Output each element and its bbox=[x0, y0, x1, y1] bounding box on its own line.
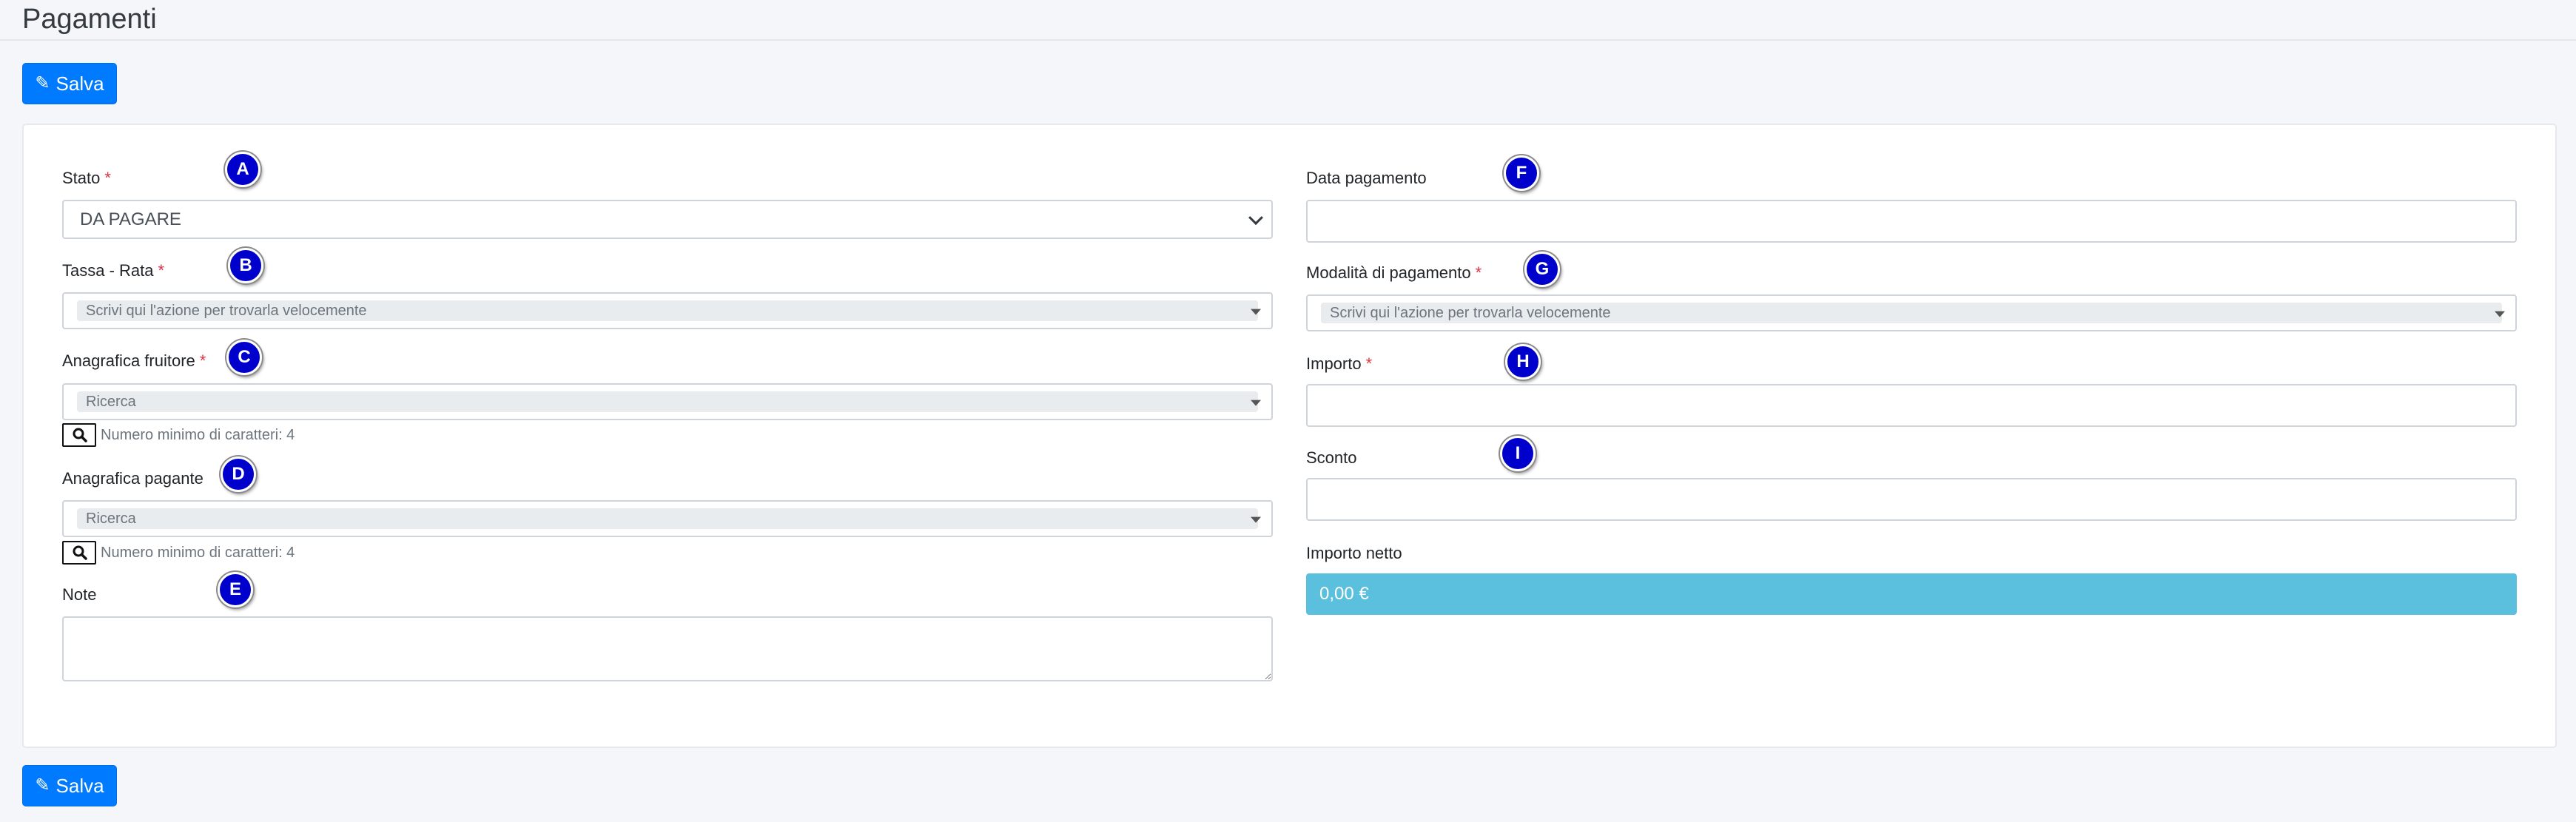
sconto-label: Sconto bbox=[1306, 448, 1357, 468]
caret-down-icon bbox=[1251, 516, 1261, 523]
sconto-label-text: Sconto bbox=[1306, 448, 1357, 467]
modalita-pagamento-label-text: Modalità di pagamento bbox=[1306, 263, 1471, 282]
anagrafica-fruitore-search-button[interactable] bbox=[62, 423, 96, 447]
caret-down-icon bbox=[1251, 400, 1261, 406]
anagrafica-pagante-label: Anagrafica pagante bbox=[62, 468, 204, 489]
stato-label: Stato * bbox=[62, 168, 111, 189]
anagrafica-fruitore-placeholder: Ricerca bbox=[77, 391, 1258, 412]
modalita-pagamento-label: Modalità di pagamento * bbox=[1306, 263, 1482, 283]
required-mark: * bbox=[1365, 354, 1373, 373]
anagrafica-fruitore-label: Anagrafica fruitore * bbox=[62, 351, 206, 371]
importo-netto-value: 0,00 € bbox=[1306, 573, 2517, 615]
caret-down-icon bbox=[1251, 309, 1261, 315]
marker-f: F bbox=[1504, 155, 1539, 191]
marker-a: A bbox=[225, 152, 260, 187]
page-header: Pagamenti bbox=[0, 0, 2576, 41]
anagrafica-fruitore-label-text: Anagrafica fruitore bbox=[62, 351, 195, 370]
note-label-text: Note bbox=[62, 585, 97, 604]
anagrafica-pagante-placeholder: Ricerca bbox=[77, 508, 1258, 529]
tassa-rata-label: Tassa - Rata * bbox=[62, 260, 164, 281]
importo-netto-label: Importo netto bbox=[1306, 543, 1402, 564]
marker-e: E bbox=[218, 572, 253, 607]
caret-down-icon bbox=[2495, 311, 2505, 317]
data-pagamento-input[interactable] bbox=[1306, 200, 2517, 243]
marker-b: B bbox=[228, 248, 263, 283]
payment-form-card: Stato * A DA PAGARE Tassa - Rata * B Scriv… bbox=[22, 124, 2557, 748]
required-mark: * bbox=[158, 261, 165, 280]
anagrafica-pagante-label-text: Anagrafica pagante bbox=[62, 469, 204, 488]
anagrafica-pagante-search-button[interactable] bbox=[62, 541, 96, 565]
anagrafica-fruitore-select[interactable]: Ricerca bbox=[62, 383, 1273, 420]
note-textarea[interactable] bbox=[62, 616, 1273, 681]
required-mark: * bbox=[104, 169, 111, 187]
anagrafica-pagante-select[interactable]: Ricerca bbox=[62, 500, 1273, 537]
data-pagamento-label: Data pagamento bbox=[1306, 168, 1427, 189]
anagrafica-pagante-hint: Numero minimo di caratteri: 4 bbox=[101, 545, 295, 561]
importo-label: Importo * bbox=[1306, 354, 1372, 374]
note-label: Note bbox=[62, 585, 96, 605]
stato-select-value: DA PAGARE bbox=[80, 209, 181, 229]
modalita-pagamento-select[interactable]: Scrivi qui l'azione per trovarla velocem… bbox=[1306, 294, 2517, 331]
anagrafica-fruitore-hint: Numero minimo di caratteri: 4 bbox=[101, 427, 295, 443]
save-button-top[interactable]: ✎ Salva bbox=[22, 63, 117, 104]
marker-d: D bbox=[221, 457, 256, 492]
save-button-bottom[interactable]: ✎ Salva bbox=[22, 765, 117, 806]
sconto-input[interactable] bbox=[1306, 478, 2517, 521]
page-title: Pagamenti bbox=[22, 4, 157, 35]
edit-icon: ✎ bbox=[35, 73, 50, 93]
stato-label-text: Stato bbox=[62, 169, 101, 187]
required-mark: * bbox=[1475, 263, 1482, 282]
marker-i: I bbox=[1500, 436, 1536, 471]
modalita-pagamento-placeholder: Scrivi qui l'azione per trovarla velocem… bbox=[1321, 303, 2502, 323]
search-icon bbox=[73, 428, 87, 442]
save-button-label: Salva bbox=[56, 72, 104, 95]
tassa-rata-label-text: Tassa - Rata bbox=[62, 261, 154, 280]
marker-c: C bbox=[226, 340, 262, 375]
importo-input[interactable] bbox=[1306, 384, 2517, 427]
marker-g: G bbox=[1524, 252, 1560, 287]
required-mark: * bbox=[199, 351, 206, 370]
save-button-label: Salva bbox=[56, 774, 104, 797]
importo-netto-amount: 0,00 € bbox=[1319, 584, 1369, 604]
chevron-down-icon bbox=[1248, 209, 1263, 225]
tassa-rata-placeholder: Scrivi qui l'azione per trovarla velocem… bbox=[77, 300, 1258, 321]
marker-h: H bbox=[1505, 344, 1541, 380]
stato-select[interactable]: DA PAGARE bbox=[62, 200, 1273, 239]
importo-netto-label-text: Importo netto bbox=[1306, 544, 1402, 562]
data-pagamento-label-text: Data pagamento bbox=[1306, 169, 1427, 187]
importo-label-text: Importo bbox=[1306, 354, 1362, 373]
search-icon bbox=[73, 545, 87, 560]
edit-icon: ✎ bbox=[35, 775, 50, 795]
tassa-rata-select[interactable]: Scrivi qui l'azione per trovarla velocem… bbox=[62, 292, 1273, 329]
